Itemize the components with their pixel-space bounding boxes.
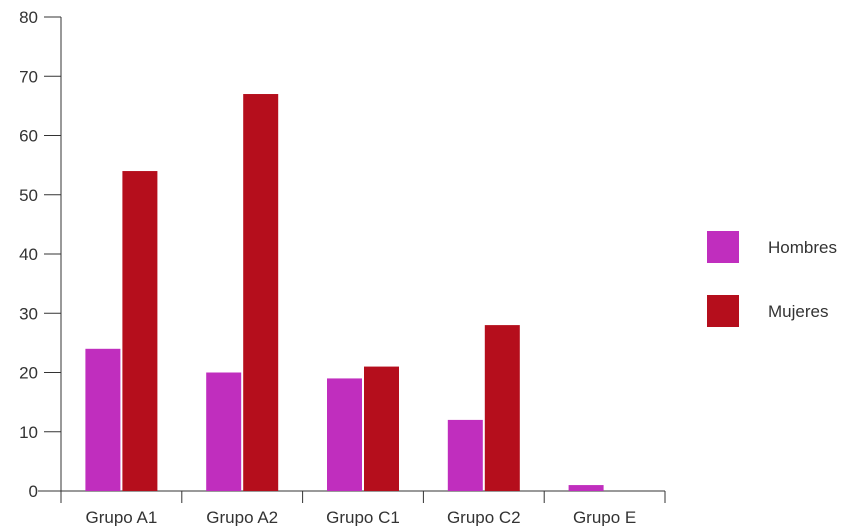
- x-axis: Grupo A1 Grupo A2 Grupo C1 Grupo C2 Grupo E: [38, 490, 666, 526]
- bars: [85, 94, 604, 492]
- legend: Hombres Mujeres: [707, 231, 837, 327]
- x-tick-label: Grupo A1: [85, 508, 157, 526]
- bar-mujeres-4: [484, 325, 520, 491]
- bar-hombres-3: [327, 378, 362, 491]
- y-tick-label: 50: [19, 186, 38, 205]
- x-tick-label: Grupo A2: [206, 508, 278, 526]
- bar-hombres-5: [568, 485, 604, 491]
- y-tick-label: 40: [19, 245, 38, 264]
- bar-mujeres-2: [243, 94, 279, 492]
- bar-hombres-2: [206, 372, 242, 491]
- y-tick-label: 20: [19, 364, 38, 383]
- y-tick-label: 80: [19, 8, 38, 27]
- y-tick-label: 60: [19, 127, 38, 146]
- legend-swatch-mujeres: [707, 295, 739, 327]
- legend-label-mujeres: Mujeres: [768, 302, 828, 321]
- legend-swatch-hombres: [707, 231, 739, 263]
- bar-mujeres-3: [364, 366, 399, 491]
- y-tick-label: 70: [19, 67, 38, 86]
- bar-mujeres-1: [122, 171, 158, 492]
- x-tick-label: Grupo E: [573, 508, 636, 526]
- y-tick-label: 30: [19, 304, 38, 323]
- x-tick-label: Grupo C1: [326, 508, 400, 526]
- x-tick-label: Grupo C2: [447, 508, 521, 526]
- y-axis: 0 10 20 30 40 50 60 70 80: [19, 8, 62, 501]
- bar-hombres-4: [447, 419, 483, 491]
- y-tick-label: 10: [19, 423, 38, 442]
- legend-label-hombres: Hombres: [768, 238, 837, 257]
- y-tick-label: 0: [29, 482, 38, 501]
- bar-hombres-1: [85, 348, 121, 491]
